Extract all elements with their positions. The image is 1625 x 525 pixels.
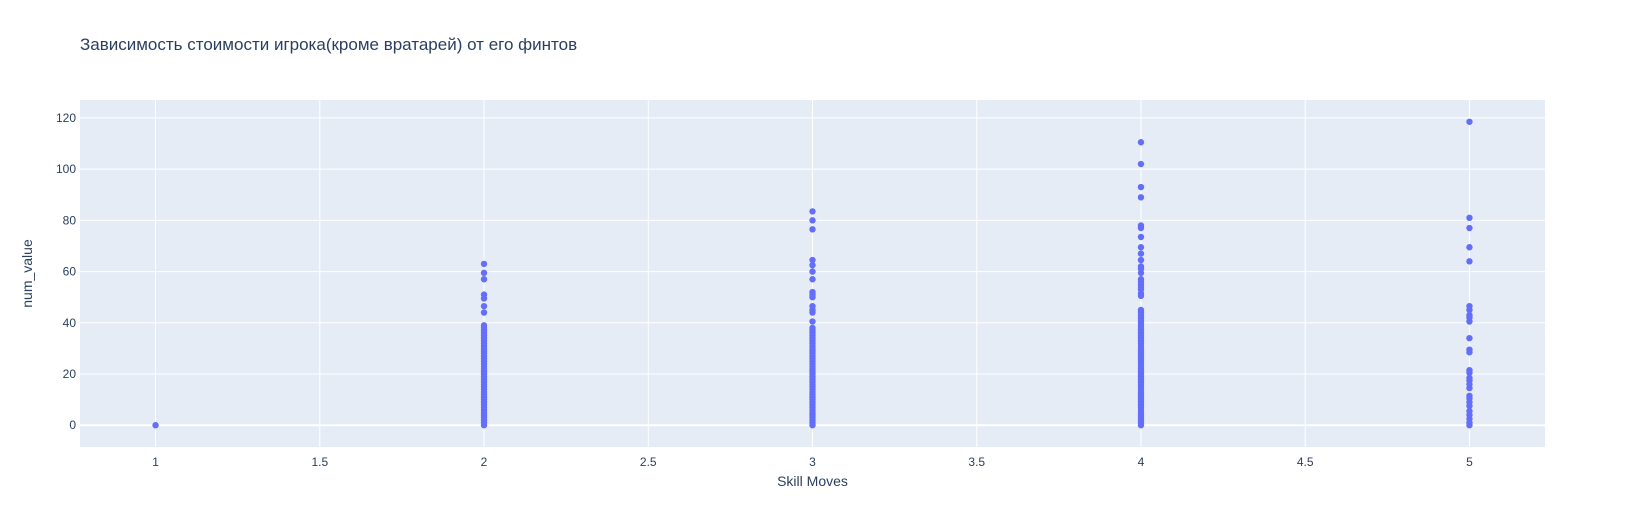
data-point: [1466, 244, 1473, 251]
x-tick-label: 1: [152, 455, 159, 469]
data-point: [480, 276, 488, 283]
x-tick-labels: 1 1.5 2 2.5 3 3.5 4 4.5 5: [152, 455, 1473, 469]
data-point: [1466, 306, 1473, 314]
data-point: [1466, 214, 1473, 222]
data-point: [1137, 256, 1145, 264]
data-point: [1466, 118, 1473, 125]
data-point: [1466, 369, 1473, 376]
data-point: [809, 208, 816, 215]
data-point: [1466, 318, 1473, 325]
data-point: [809, 309, 816, 316]
y-tick-label: 80: [63, 213, 77, 227]
y-tick-label: 120: [56, 111, 76, 125]
data-point: [809, 276, 816, 283]
x-tick-label: 2.5: [640, 455, 657, 469]
x-tick-label: 2: [481, 455, 488, 469]
data-point: [1137, 244, 1145, 251]
data-point: [480, 260, 488, 268]
data-point: [1137, 224, 1145, 232]
x-tick-label: 4: [1138, 455, 1145, 469]
data-point: [1137, 233, 1145, 241]
data-point: [1137, 292, 1145, 300]
data-point: [480, 269, 488, 277]
x-tick-label: 3: [809, 455, 816, 469]
data-point: [809, 422, 816, 429]
data-point: [809, 217, 816, 224]
data-point: [1466, 402, 1473, 410]
chart-title: Зависимость стоимости игрока(кроме врата…: [80, 35, 577, 54]
x-tick-label: 4.5: [1297, 455, 1314, 469]
y-tick-label: 60: [63, 265, 77, 279]
x-axis-title: Skill Moves: [777, 473, 848, 489]
data-point: [1137, 250, 1145, 257]
x-tick-label: 5: [1466, 455, 1473, 469]
data-point: [1466, 349, 1473, 356]
y-axis-title: num_value: [19, 239, 35, 308]
y-tick-labels: 0 20 40 60 80 100 120: [56, 111, 76, 432]
data-point: [1137, 183, 1145, 191]
data-point: [480, 302, 488, 310]
data-point: [152, 422, 159, 429]
data-point: [1466, 258, 1473, 265]
x-tick-label: 1.5: [311, 455, 328, 469]
data-point: [480, 422, 488, 429]
data-points: [152, 118, 1473, 429]
data-point: [809, 256, 816, 264]
data-point: [809, 293, 816, 301]
data-point: [1137, 422, 1145, 429]
data-point: [809, 268, 816, 275]
y-tick-label: 100: [56, 162, 76, 176]
data-point: [1466, 224, 1473, 232]
data-point: [809, 318, 816, 325]
data-point: [1137, 160, 1145, 168]
data-point: [1137, 269, 1145, 277]
data-point: [1137, 139, 1145, 146]
data-point: [809, 261, 816, 269]
y-tick-label: 20: [63, 367, 77, 381]
data-point: [480, 295, 488, 302]
data-point: [1137, 194, 1145, 201]
y-tick-label: 0: [69, 418, 76, 432]
data-point: [1466, 334, 1473, 342]
data-point: [1466, 384, 1473, 392]
data-point: [1466, 422, 1473, 429]
x-tick-label: 3.5: [968, 455, 985, 469]
data-point: [809, 226, 816, 233]
data-point: [480, 309, 488, 316]
y-tick-label: 40: [63, 316, 77, 330]
